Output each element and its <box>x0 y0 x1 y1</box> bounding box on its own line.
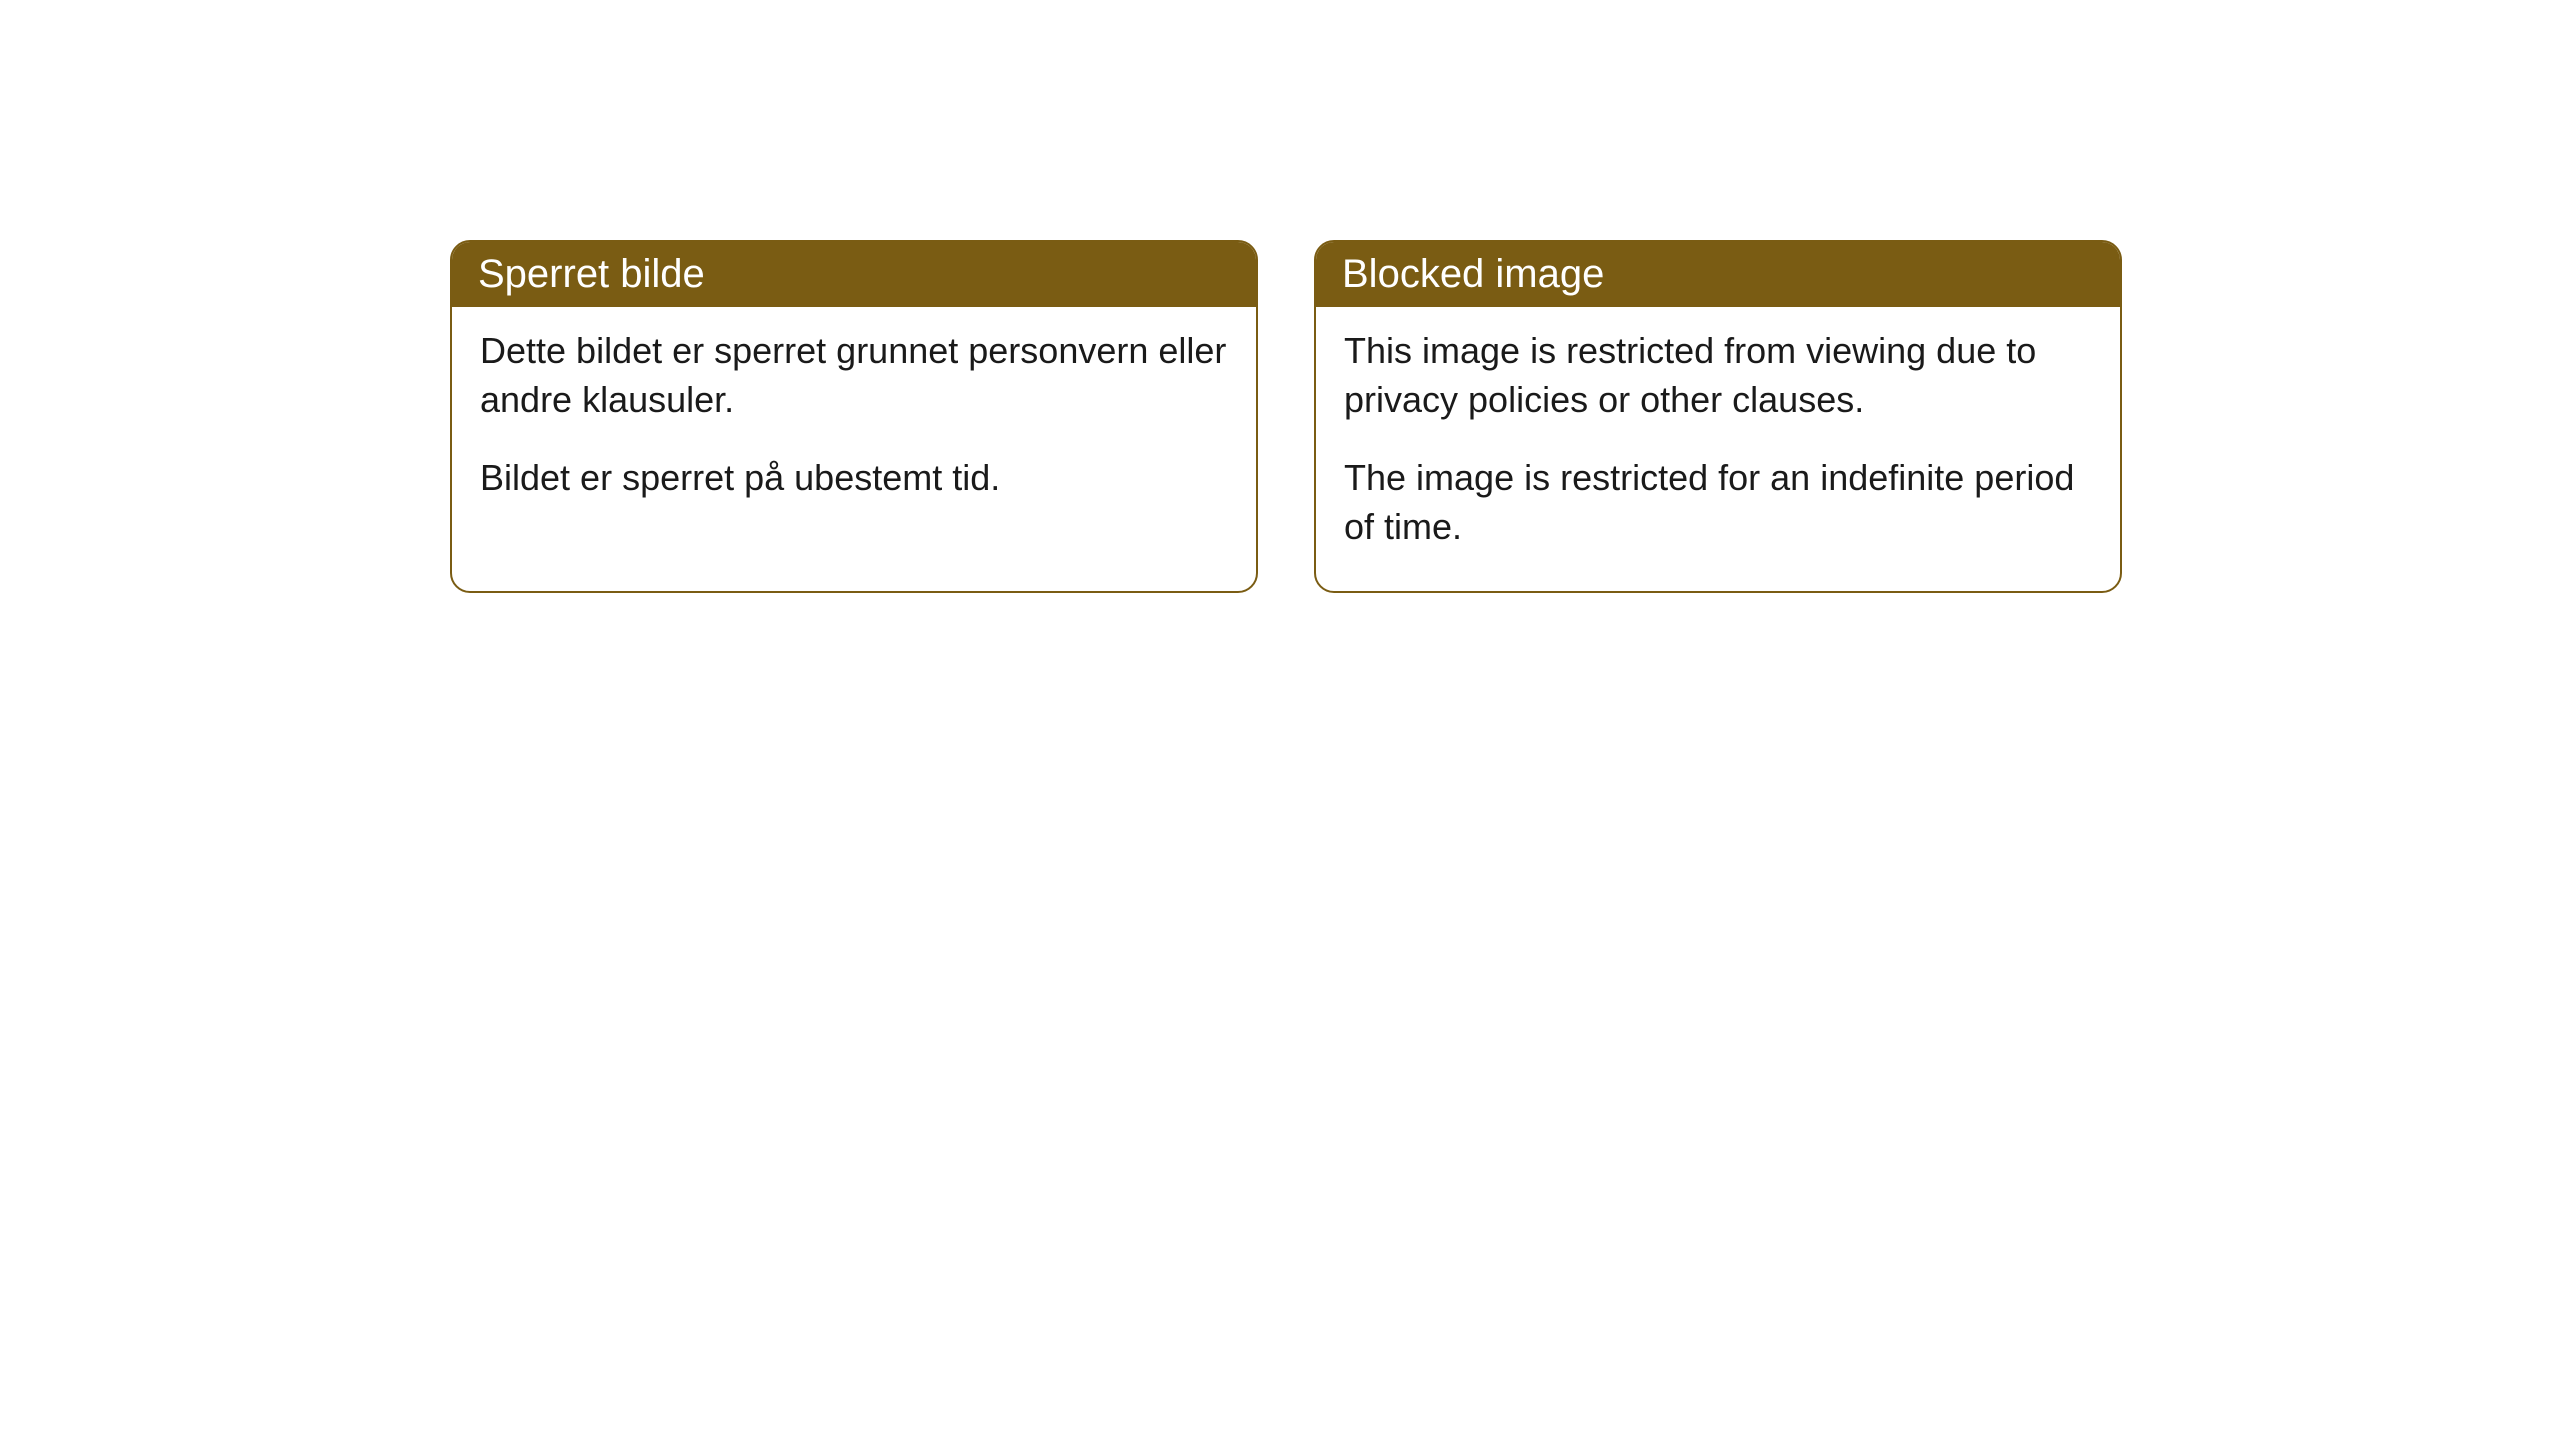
card-header-en: Blocked image <box>1316 242 2120 307</box>
notice-text-en-1: This image is restricted from viewing du… <box>1344 327 2092 424</box>
blocked-image-card-en: Blocked image This image is restricted f… <box>1314 240 2122 593</box>
card-header-no: Sperret bilde <box>452 242 1256 307</box>
card-body-en: This image is restricted from viewing du… <box>1316 307 2120 591</box>
card-body-no: Dette bildet er sperret grunnet personve… <box>452 307 1256 543</box>
blocked-image-card-no: Sperret bilde Dette bildet er sperret gr… <box>450 240 1258 593</box>
notice-container: Sperret bilde Dette bildet er sperret gr… <box>0 0 2560 593</box>
notice-text-en-2: The image is restricted for an indefinit… <box>1344 454 2092 551</box>
notice-text-no-2: Bildet er sperret på ubestemt tid. <box>480 454 1228 503</box>
notice-text-no-1: Dette bildet er sperret grunnet personve… <box>480 327 1228 424</box>
